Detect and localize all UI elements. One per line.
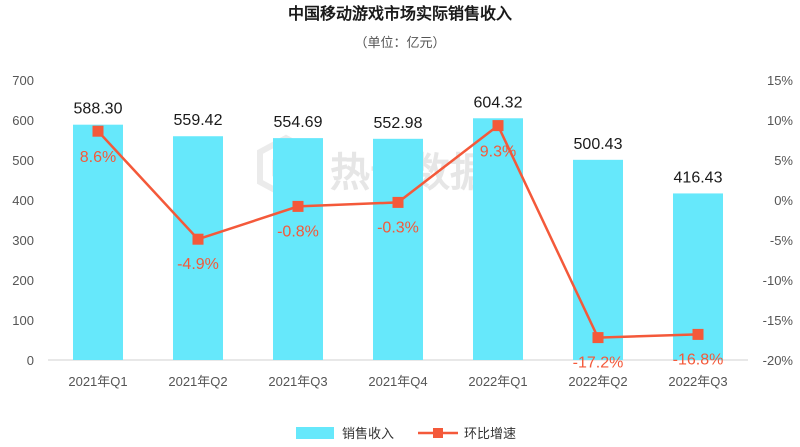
bar [373, 138, 423, 360]
legend-label-line: 环比增速 [464, 427, 516, 442]
line-point [392, 196, 404, 208]
y-left-tick-label: 0 [27, 353, 34, 368]
line-value-label: 9.3% [480, 144, 516, 161]
line-value-label: 8.6% [80, 149, 116, 166]
bar [273, 138, 323, 360]
bar-series [73, 118, 723, 361]
line-value-label: -0.3% [377, 219, 419, 236]
x-tick-label: 2021年Q2 [168, 374, 227, 389]
bar-value-label: 559.42 [174, 112, 223, 129]
y-right-tick-label: -5% [770, 233, 794, 248]
x-tick-label: 2021年Q4 [368, 374, 427, 389]
x-tick-label: 2022年Q1 [468, 374, 527, 389]
line-value-label: -16.8% [673, 351, 724, 368]
y-left-tick-label: 700 [12, 73, 34, 88]
x-axis: 2021年Q1 2021年Q2 2021年Q3 2021年Q4 2022年Q1 2022年… [68, 374, 727, 389]
y-right-tick-label: -10% [763, 273, 794, 288]
bar [173, 136, 223, 360]
line-point [692, 328, 704, 340]
line-data-labels: 8.6% -4.9% -0.8% -0.3% 9.3% -17.2% -16.8% [80, 144, 724, 372]
y-left-tick-label: 400 [12, 193, 34, 208]
line-value-label: -4.9% [177, 256, 219, 273]
bar [573, 159, 623, 360]
bar-value-label: 500.43 [574, 136, 623, 153]
line-point [92, 125, 104, 137]
y-right-tick-label: 10% [767, 113, 793, 128]
legend-label-bar: 销售收入 [342, 426, 394, 442]
bar-value-label: 416.43 [674, 169, 723, 186]
y-left-tick-label: 200 [12, 273, 34, 288]
x-tick-label: 2021年Q1 [68, 374, 127, 389]
chart-title: 中国移动游戏市场实际销售收入 [288, 4, 512, 23]
y-right-tick-label: 0% [774, 193, 793, 208]
y-left-tick-label: 600 [12, 113, 34, 128]
y-right-tick-label: -20% [763, 353, 794, 368]
bar-value-label: 588.30 [74, 101, 123, 118]
bar-value-label: 554.69 [274, 114, 323, 131]
chart-subtitle: （单位：亿元） [354, 36, 445, 51]
line-point [192, 233, 204, 245]
y-left-tick-label: 100 [12, 313, 34, 328]
legend-swatch-bar [296, 427, 334, 439]
line-value-label: -17.2% [573, 355, 624, 372]
right-axis: -20% -15% -10% -5% 0% 5% 10% 15% [763, 73, 794, 368]
line-point [292, 200, 304, 212]
line-series [92, 120, 704, 344]
left-axis: 0 100 200 300 400 500 600 700 [12, 73, 34, 368]
bar [73, 124, 123, 361]
line-value-label: -0.8% [277, 223, 319, 240]
x-tick-label: 2021年Q3 [268, 374, 327, 389]
x-tick-label: 2022年Q2 [568, 374, 627, 389]
bar-value-label: 604.32 [474, 94, 523, 111]
y-left-tick-label: 300 [12, 233, 34, 248]
y-right-tick-label: 15% [767, 73, 793, 88]
bar-value-label: 552.98 [374, 115, 423, 132]
y-left-tick-label: 500 [12, 153, 34, 168]
legend: 销售收入 环比增速 [296, 426, 516, 442]
line-point [492, 120, 504, 132]
line-point [592, 332, 604, 344]
bar-data-labels: 588.30 559.42 554.69 552.98 604.32 500.43 416.… [74, 94, 723, 186]
legend-marker-line [433, 428, 443, 438]
x-tick-label: 2022年Q3 [668, 374, 727, 389]
y-right-tick-label: -15% [763, 313, 794, 328]
y-right-tick-label: 5% [774, 153, 793, 168]
